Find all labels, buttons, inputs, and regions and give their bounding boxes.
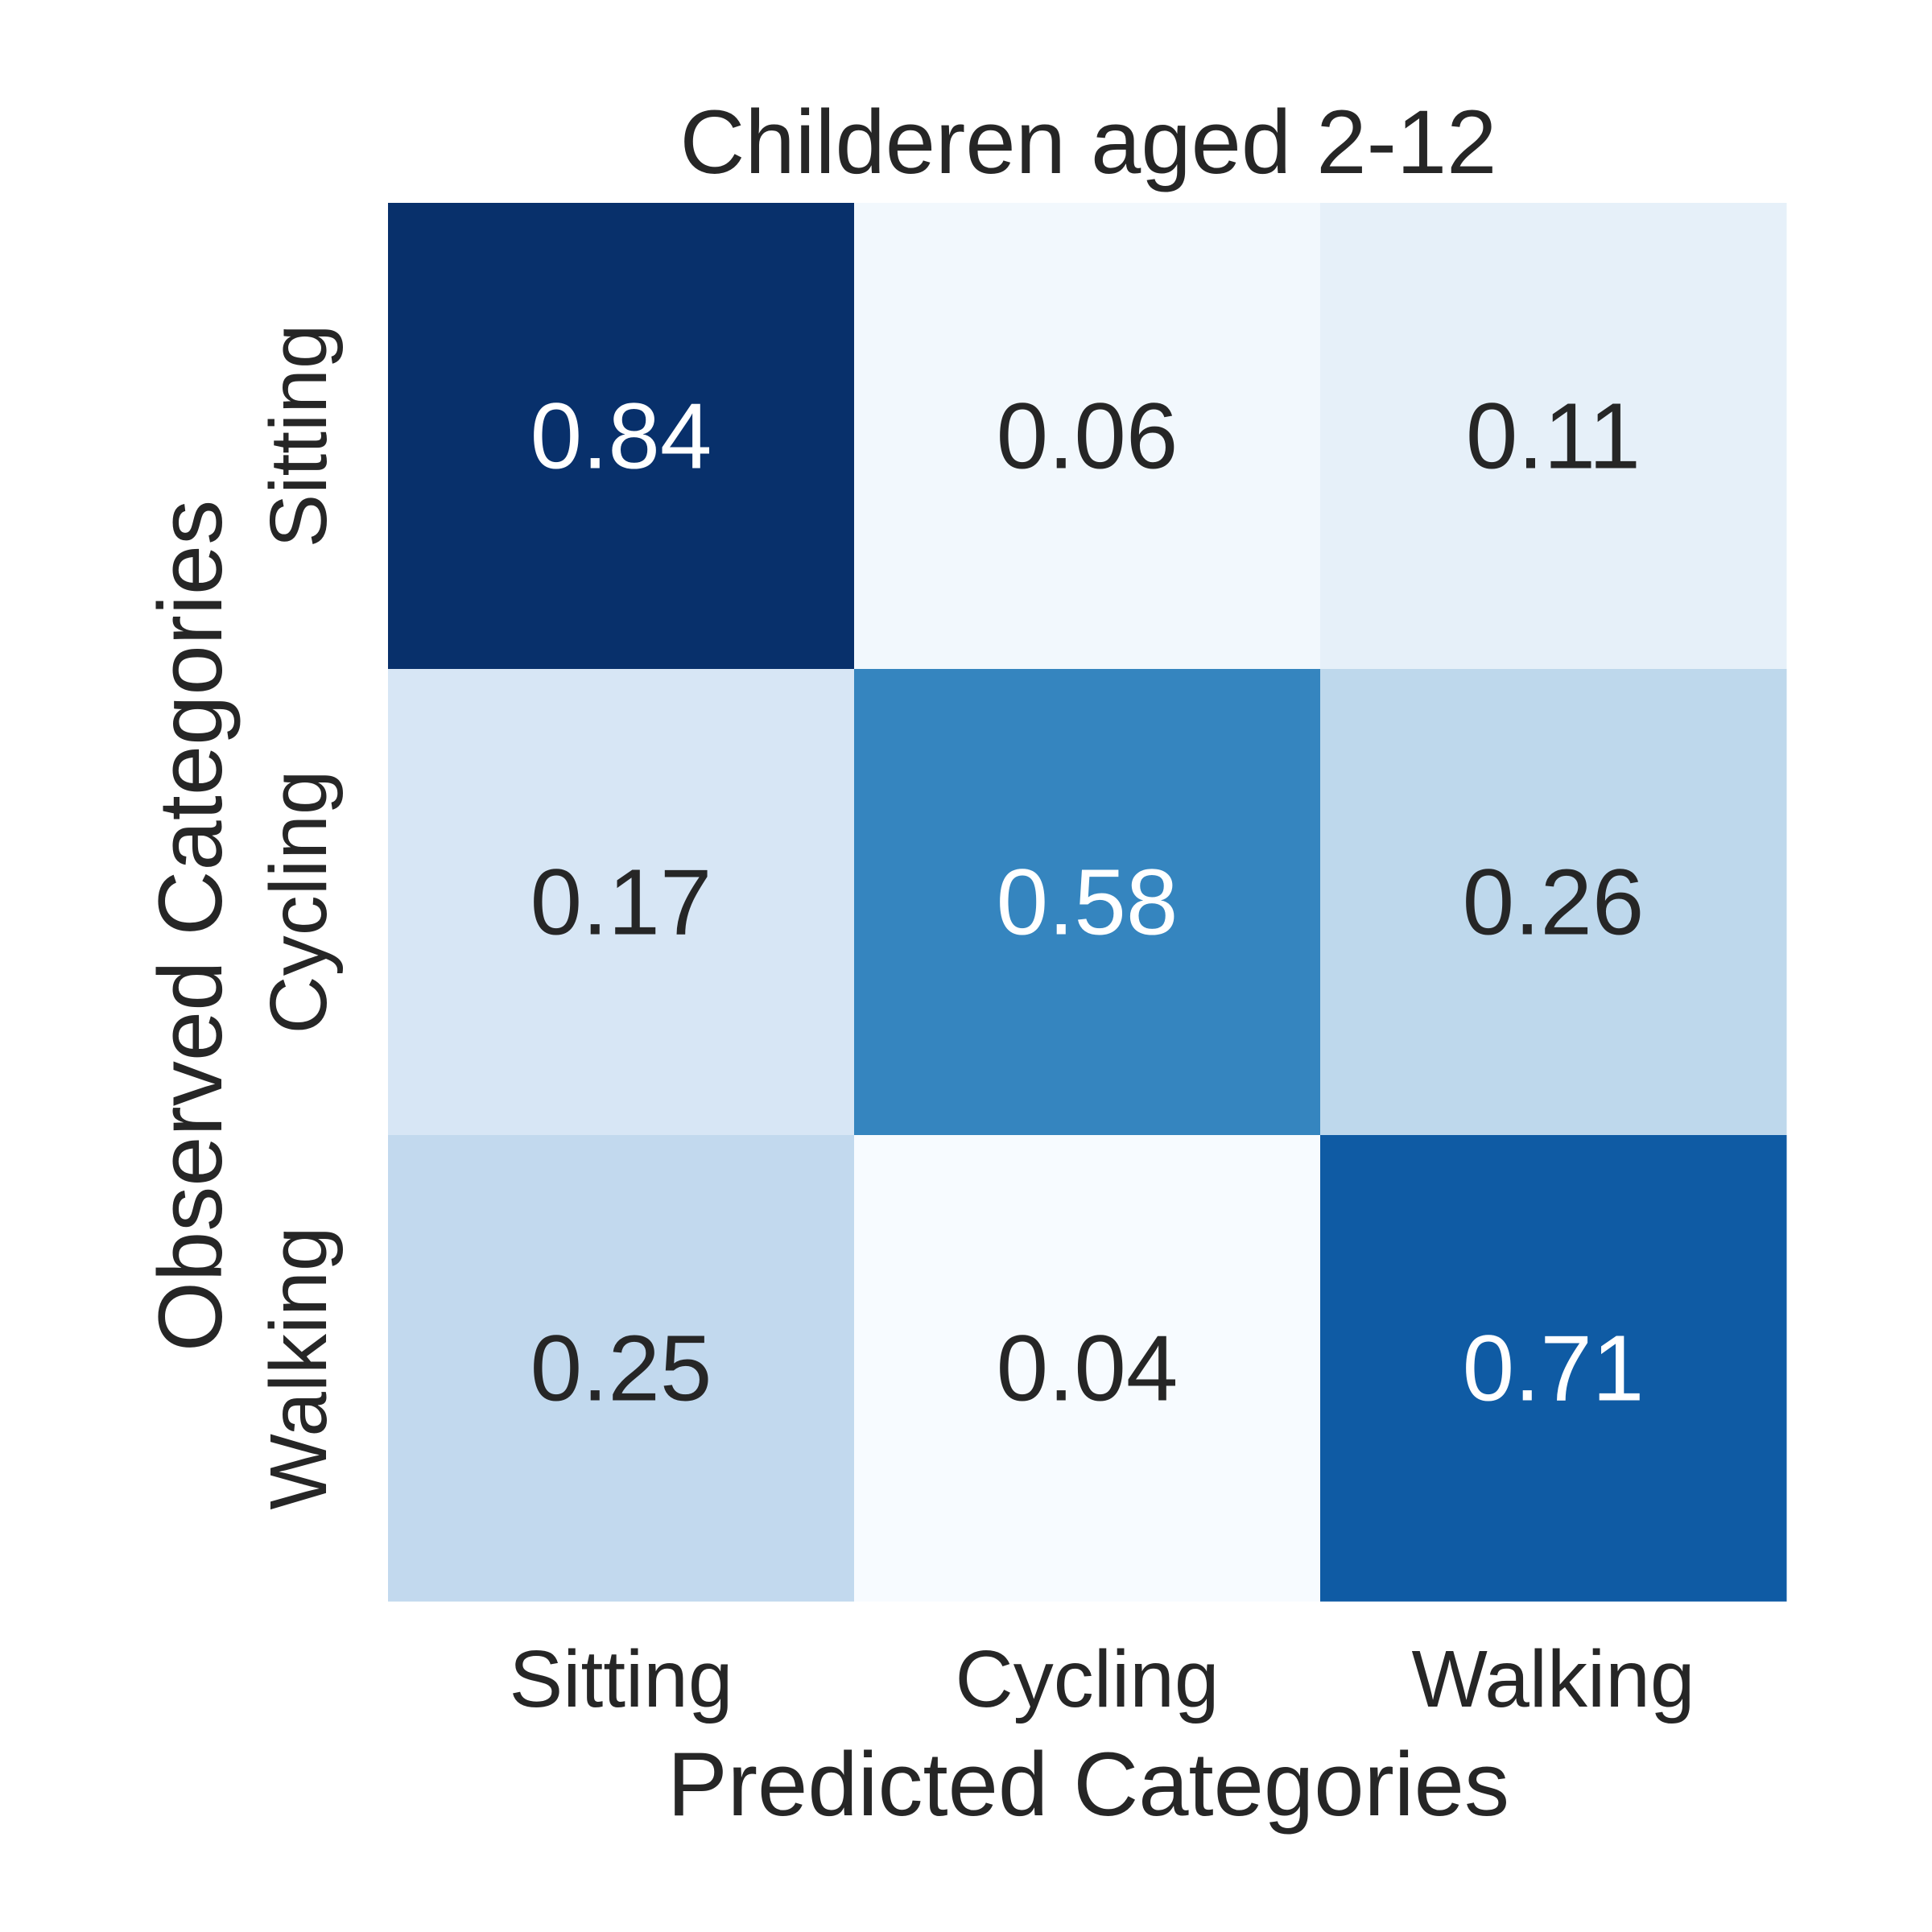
cell-value-label: 0.04 [997,1316,1179,1421]
cell-value-label: 0.25 [530,1316,712,1421]
heatmap-cell [854,669,1321,1136]
y-tick-label: Sitting [254,324,344,548]
y-tick-label: Cycling [254,770,344,1034]
heatmap-cell [1320,669,1787,1136]
heatmap-cells: 0.84 0.06 0.11 0.17 0.58 0.26 0.25 0.04 0.71 [388,203,1787,1602]
x-tick-label: Walking [1412,1634,1695,1724]
x-tick-labels: Sitting Cycling Walking [510,1634,1695,1724]
y-tick-label: Walking [254,1227,344,1510]
x-tick-label: Sitting [510,1634,733,1724]
cell-value-label: 0.11 [1466,384,1641,489]
cell-value-label: 0.26 [1463,850,1645,955]
y-tick-labels: Sitting Cycling Walking [254,324,344,1510]
cell-value-label: 0.71 [1463,1316,1645,1421]
x-axis-label: Predicted Categories [667,1734,1509,1835]
cell-value-label: 0.84 [530,384,712,489]
cell-value-label: 0.17 [530,850,712,955]
heatmap-cell [854,1135,1321,1602]
heatmap-cell [388,203,855,670]
cell-value-label: 0.58 [997,850,1179,955]
chart-title: Childeren aged 2-12 [680,92,1497,192]
heatmap-cell [388,669,855,1136]
heatmap-cell [854,203,1321,670]
x-tick-label: Cycling [956,1634,1220,1724]
heatmap-cell [388,1135,855,1602]
heatmap-cell [1320,203,1787,670]
cell-value-label: 0.06 [997,384,1179,489]
heatmap-cell [1320,1135,1787,1602]
y-axis-label: Observed Categories [140,500,241,1352]
